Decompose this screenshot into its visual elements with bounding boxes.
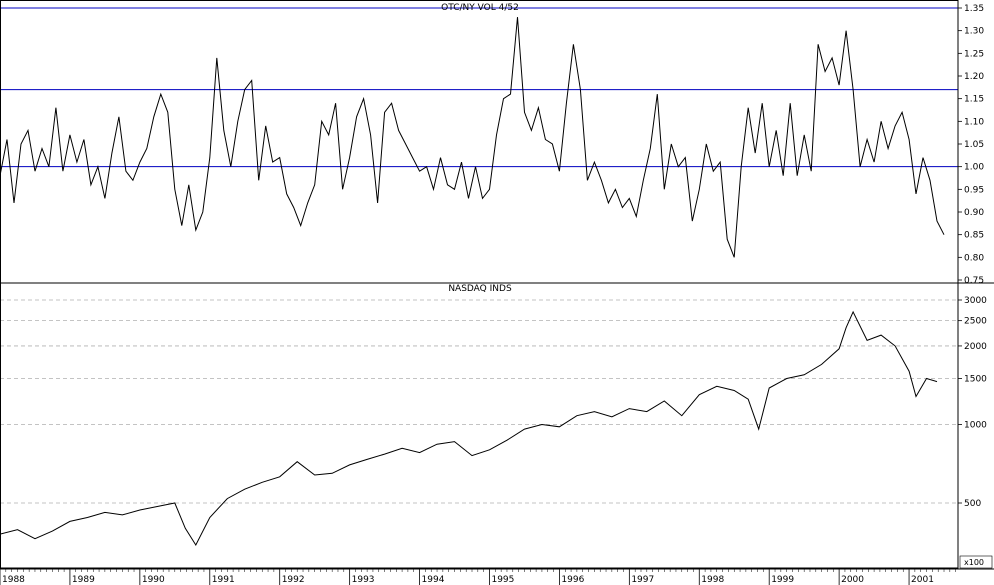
x-tick-label: 1990 bbox=[142, 575, 165, 585]
y-tick-label: 1.10 bbox=[964, 117, 984, 127]
x-tick-label: 1997 bbox=[631, 575, 654, 585]
x-tick-label: 1996 bbox=[561, 575, 584, 585]
y-tick-label: 1500 bbox=[964, 375, 987, 385]
y-tick-label: 2000 bbox=[964, 342, 987, 352]
y-tick-label: 1.35 bbox=[964, 4, 984, 14]
scale-note-box: x100 bbox=[959, 555, 993, 569]
y-tick-label: 0.85 bbox=[964, 231, 984, 241]
y-tick-label: 1.20 bbox=[964, 72, 984, 82]
y-tick-label: 1.05 bbox=[964, 140, 984, 150]
y-tick-label: 500 bbox=[964, 499, 981, 509]
x-tick-label: 1993 bbox=[352, 575, 375, 585]
x-tick-label: 1991 bbox=[212, 575, 235, 585]
y-tick-label: 1.25 bbox=[964, 49, 984, 59]
chart-frame bbox=[0, 0, 994, 569]
x-tick-label: 1992 bbox=[282, 575, 305, 585]
x-tick-label: 1998 bbox=[701, 575, 724, 585]
y-tick-label: 0.80 bbox=[964, 253, 984, 263]
scale-note: x100 bbox=[964, 558, 984, 567]
gridlines bbox=[0, 299, 958, 504]
x-tick-label: 1999 bbox=[771, 575, 794, 585]
bottom-y-axis-ticks: 3000 2500 2000 1500 1000 500 bbox=[958, 296, 987, 509]
bottom-panel-title: NASDAQ INDS bbox=[448, 284, 512, 294]
y-tick-label: 2500 bbox=[964, 317, 987, 327]
y-tick-label: 0.95 bbox=[964, 185, 984, 195]
x-tick-label: 1989 bbox=[72, 575, 95, 585]
otc-ny-vol-series-line bbox=[0, 17, 945, 258]
y-tick-label: 3000 bbox=[964, 296, 987, 306]
nasdaq-inds-series-line bbox=[0, 310, 938, 547]
y-tick-label: 0.75 bbox=[964, 276, 984, 286]
y-tick-label: 1.00 bbox=[964, 163, 984, 173]
x-tick-label: 1994 bbox=[422, 575, 445, 585]
top-panel-title: OTC/NY VOL 4/52 bbox=[441, 3, 519, 13]
top-y-axis-ticks: 1.35 1.30 1.25 1.20 1.15 1.10 1.05 1.00 0.95 0.90… bbox=[958, 4, 984, 286]
x-tick-label: 2001 bbox=[911, 575, 934, 585]
panel-otc-ny-vol: OTC/NY VOL 4/52 1.35 1.30 1.25 1.20 1.15 1.10… bbox=[0, 3, 984, 286]
panel-nasdaq-inds: NASDAQ INDS 3000 2500 2000 1500 1000 500 bbox=[0, 284, 987, 547]
y-tick-label: 1.30 bbox=[964, 27, 984, 37]
y-tick-label: 1000 bbox=[964, 420, 987, 430]
x-axis: 1988 1989 1990 1991 1992 1993 1994 1995 1996 1997… bbox=[0, 568, 994, 585]
x-tick-label: 1988 bbox=[2, 575, 25, 585]
x-tick-label: 2000 bbox=[841, 575, 864, 585]
y-tick-label: 1.15 bbox=[964, 95, 984, 105]
x-tick-label: 1995 bbox=[491, 575, 514, 585]
y-tick-label: 0.90 bbox=[964, 208, 984, 218]
